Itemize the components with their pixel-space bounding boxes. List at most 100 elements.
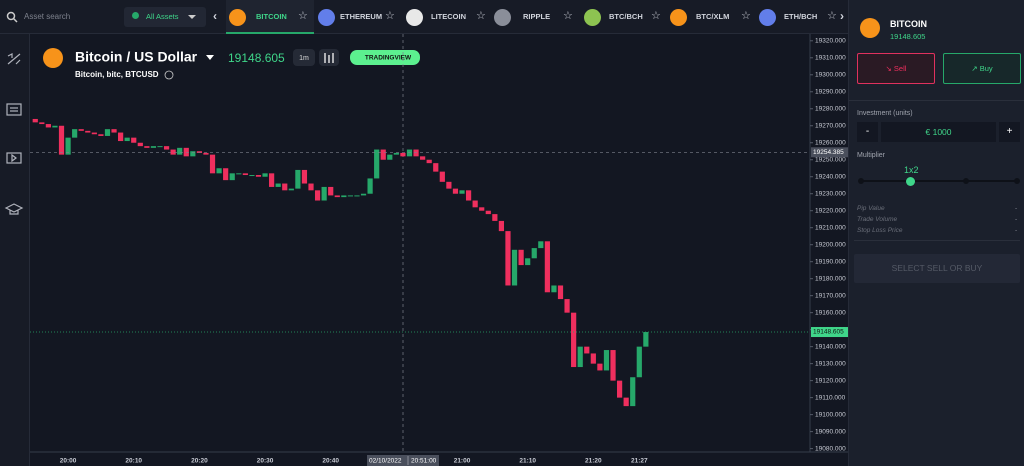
scroll-right[interactable]: › xyxy=(840,9,844,23)
sidebar-icons xyxy=(4,53,24,215)
filter-label: All Assets xyxy=(146,12,179,21)
multiplier-slider[interactable] xyxy=(859,180,1017,182)
badge-label: TRADINGVIEW xyxy=(365,55,412,62)
stat-value: - xyxy=(1015,227,1018,234)
y-tick-label: 19130.000 xyxy=(815,360,846,367)
x-tick-label: 21:27 xyxy=(631,458,648,465)
asset-tab[interactable]: ETH/BCH xyxy=(784,12,818,21)
candle-body xyxy=(216,168,222,174)
candle-body xyxy=(577,346,583,368)
search-input[interactable]: Asset search xyxy=(24,12,71,21)
sidebar xyxy=(0,34,30,466)
y-tick-label: 19190.000 xyxy=(815,258,846,265)
candle-body xyxy=(643,332,649,347)
y-tick-label: 19200.000 xyxy=(815,241,846,248)
y-tick-label: 19280.000 xyxy=(815,105,846,112)
candle-body xyxy=(314,190,321,201)
price-chart[interactable]: Bitcoin / US Dollar 19148.605 1m TRADING… xyxy=(30,34,848,466)
asset-tab[interactable]: ETHEREUM xyxy=(340,12,383,21)
candle-body xyxy=(446,181,452,189)
decrease-button[interactable]: - xyxy=(857,122,878,142)
x-tick-label: 20:30 xyxy=(257,458,274,465)
candle-body xyxy=(498,220,505,232)
candle-body xyxy=(236,173,242,175)
asset-tab[interactable]: BTC/XLM xyxy=(696,12,730,21)
x-tick-label: 21:00 xyxy=(454,458,471,465)
candle-body xyxy=(58,125,65,155)
sell-button[interactable]: ↘ Sell xyxy=(857,53,935,84)
y-tick-label: 19250.000 xyxy=(815,156,846,163)
interval-button[interactable] xyxy=(293,49,315,66)
y-tick-label: 19260.000 xyxy=(815,139,846,146)
multiplier-label: Multiplier xyxy=(857,152,886,159)
candle-body xyxy=(163,146,170,150)
y-tick-label: 19180.000 xyxy=(815,275,846,282)
candle-body xyxy=(170,149,176,155)
asset-tab[interactable]: BITCOIN xyxy=(256,12,287,21)
candle-body xyxy=(590,353,596,364)
candle-body xyxy=(413,149,419,157)
candle-body xyxy=(334,195,340,198)
candle-body xyxy=(518,249,524,266)
trade-panel: BITCOIN 19148.605 ↘ Sell ↗ Buy Investmen… xyxy=(848,0,1024,466)
candle-body xyxy=(118,132,124,142)
candle-body xyxy=(209,154,216,174)
candle-body xyxy=(406,149,413,157)
candle-body xyxy=(538,241,544,249)
scroll-left[interactable]: ‹ xyxy=(213,9,217,23)
candle-body xyxy=(623,397,629,407)
candle-body xyxy=(393,152,399,155)
interval-label: 1m xyxy=(299,55,309,62)
buy-button[interactable]: ↗ Buy xyxy=(943,53,1021,84)
sell-label: Sell xyxy=(893,64,907,73)
amount-input[interactable]: € 1000 xyxy=(881,122,996,142)
candle-body xyxy=(505,231,511,286)
filter-dropdown[interactable]: All Assets xyxy=(124,7,206,27)
candle-body xyxy=(275,183,281,187)
candle-body xyxy=(367,178,373,194)
y-tick-label: 19100.000 xyxy=(815,411,846,418)
candle-body xyxy=(459,190,465,194)
slider-thumb[interactable] xyxy=(906,177,915,186)
stat-label: Stop Loss Price xyxy=(857,227,903,234)
y-tick-label: 19290.000 xyxy=(815,88,846,95)
candle-body xyxy=(551,285,557,293)
y-tick-label: 19110.000 xyxy=(815,394,846,401)
last-price-label: 19148.605 xyxy=(813,329,844,336)
crosshair-time-box xyxy=(367,455,439,466)
y-tick-label: 19300.000 xyxy=(815,71,846,78)
candle-body xyxy=(203,152,209,155)
chart-subtitle: Bitcoin, bitc, BTCUSD xyxy=(75,70,159,79)
candle-body xyxy=(630,377,636,407)
candle-body xyxy=(525,258,531,266)
candle-body xyxy=(354,195,360,197)
asset-tab[interactable]: BTC/BCH xyxy=(609,12,643,21)
candle-body xyxy=(85,130,91,133)
candle-body xyxy=(531,248,537,259)
asset-tab[interactable]: LITECOIN xyxy=(431,12,466,21)
candle-body xyxy=(511,249,518,286)
candle-body xyxy=(157,146,163,148)
asset-tab[interactable]: RIPPLE xyxy=(523,12,551,21)
increase-button[interactable]: + xyxy=(999,122,1020,142)
candle-body xyxy=(144,146,150,148)
crosshair-date: 02/10/2022 xyxy=(369,458,402,465)
y-tick-label: 19320.000 xyxy=(815,38,846,45)
candle-body xyxy=(636,346,642,378)
candle-body xyxy=(91,132,97,135)
candle-body xyxy=(242,173,248,176)
tradingview-badge[interactable] xyxy=(350,50,420,65)
crosshair-time: 20:51:00 xyxy=(411,458,437,465)
candle-body xyxy=(308,183,314,191)
candle-body xyxy=(439,171,445,182)
candle-body xyxy=(616,380,623,398)
candle-body xyxy=(255,175,262,177)
candle-body xyxy=(387,154,393,160)
action-button[interactable]: SELECT SELL OR BUY xyxy=(854,254,1020,283)
candle-body xyxy=(465,190,472,201)
title-caret[interactable] xyxy=(206,55,214,60)
stat-value: - xyxy=(1015,216,1018,223)
candle-body xyxy=(603,350,610,371)
candle-body xyxy=(557,285,564,300)
asset-name: BITCOIN xyxy=(890,19,927,29)
